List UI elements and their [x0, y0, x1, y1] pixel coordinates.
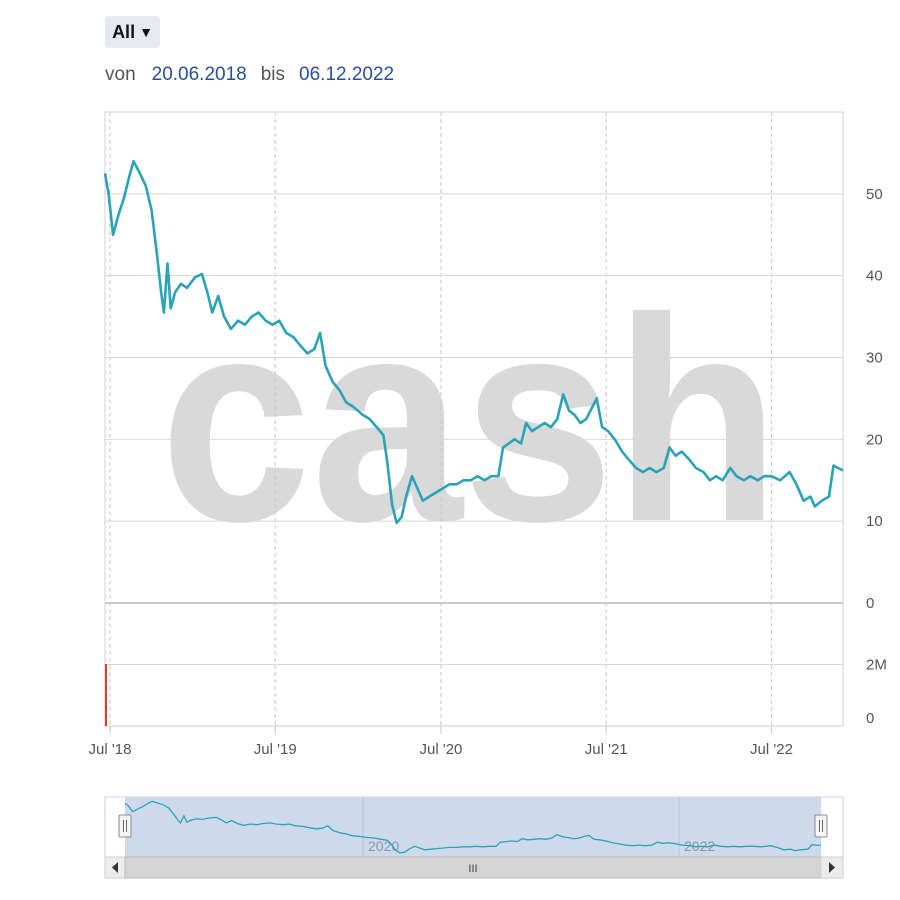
x-tick-label: Jul '22: [750, 741, 793, 758]
range-selector-label: All: [112, 21, 136, 42]
navigator[interactable]: 2020 2022: [104, 796, 844, 858]
date-from-input[interactable]: 20.06.2018: [151, 64, 247, 85]
y-tick-label: 30: [866, 350, 883, 367]
plot-frame: [104, 111, 844, 727]
navigator-series-line: [124, 800, 822, 854]
date-to-input[interactable]: 06.12.2022: [299, 64, 395, 85]
volume-tick-label: 2M: [866, 657, 887, 674]
date-range-row: von 20.06.2018 bis 06.12.2022: [105, 64, 394, 86]
y-tick-label: 0: [866, 595, 874, 612]
range-selector-button[interactable]: All ▼: [105, 16, 160, 48]
navigator-selection[interactable]: [125, 797, 821, 857]
date-from-label: von: [105, 64, 136, 85]
x-tick-label: Jul '19: [254, 741, 297, 758]
chevron-down-icon: ▼: [139, 24, 153, 40]
volume-bar[interactable]: [105, 664, 107, 726]
scrollbar[interactable]: III: [104, 856, 844, 879]
price-series-line[interactable]: [103, 159, 844, 525]
y-tick-label: 50: [866, 186, 883, 203]
navigator-handle-left[interactable]: [118, 814, 132, 838]
arrow-left-icon: [112, 862, 118, 873]
volume-tick-label: 0: [866, 710, 874, 727]
watermark-logo: cash: [160, 258, 780, 582]
y-tick-label: 20: [866, 431, 883, 448]
navigator-year-label: 2020: [368, 838, 399, 854]
x-tick-label: Jul '18: [89, 741, 132, 758]
x-tick-label: Jul '20: [420, 741, 463, 758]
navigator-handle-right[interactable]: [814, 814, 828, 838]
arrow-right-icon: [829, 862, 835, 873]
y-tick-label: 40: [866, 268, 883, 285]
x-tick-label: Jul '21: [585, 741, 628, 758]
scrollbar-grip: III: [468, 863, 477, 875]
y-tick-label: 10: [866, 513, 883, 530]
date-to-label: bis: [260, 64, 286, 85]
